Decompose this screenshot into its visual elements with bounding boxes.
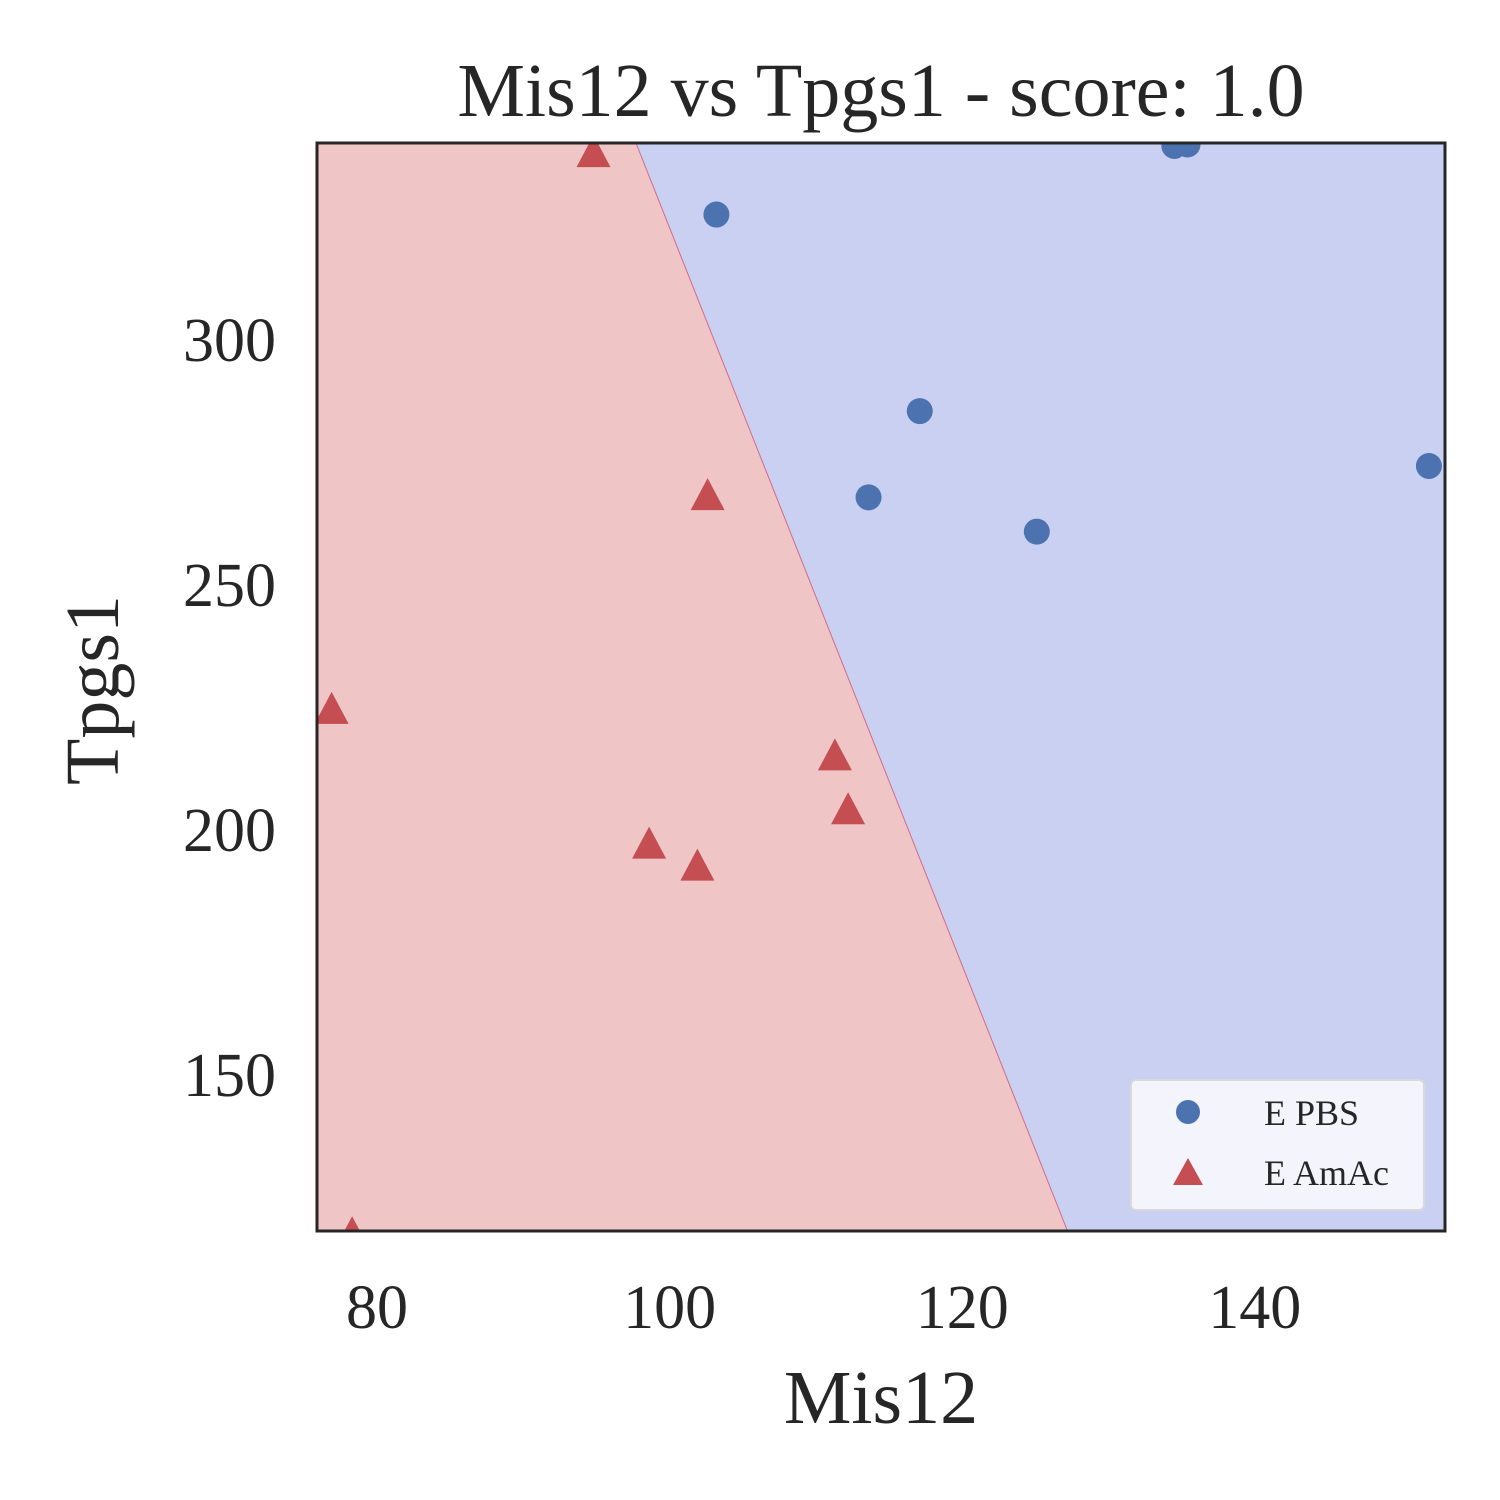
- x-tick-label-120: 120: [916, 1274, 1009, 1342]
- legend-marker-e-amac: [1173, 1158, 1203, 1185]
- data-point-e-amac-7: [680, 848, 715, 881]
- y-tick-label-250: 250: [183, 552, 276, 620]
- legend-box: [1130, 1079, 1425, 1211]
- data-point-e-pbs-2: [906, 398, 933, 425]
- x-axis-label: Mis12: [784, 1356, 978, 1440]
- data-point-e-pbs-1: [703, 201, 730, 228]
- y-axis-label: Tpgs1: [51, 595, 135, 785]
- decision-region-e-pbs: [635, 143, 1445, 1231]
- data-point-e-amac-2: [690, 478, 725, 511]
- data-point-e-amac-6: [632, 826, 667, 859]
- y-tick-label-300: 300: [183, 307, 276, 375]
- plot-frame: [315, 141, 1447, 1233]
- x-axis-ticks: 80 100 120 140: [346, 1274, 1301, 1342]
- y-tick-label-200: 200: [183, 797, 276, 865]
- data-points: [317, 143, 1442, 1231]
- legend: E PBS E AmAc: [1130, 1079, 1425, 1211]
- data-point-e-pbs-4: [1023, 518, 1050, 545]
- x-tick-label-140: 140: [1208, 1274, 1301, 1342]
- x-tick-label-100: 100: [623, 1274, 716, 1342]
- legend-label-e-pbs: E PBS: [1264, 1093, 1359, 1133]
- legend-label-e-amac: E AmAc: [1264, 1153, 1389, 1193]
- data-point-e-amac-1: [576, 143, 611, 168]
- data-point-e-pbs-3: [855, 484, 882, 511]
- y-tick-label-150: 150: [183, 1042, 276, 1110]
- y-axis-ticks: 150 200 250 300: [183, 307, 276, 1110]
- data-point-e-amac-3: [317, 691, 349, 724]
- data-point-e-amac-4: [817, 738, 852, 771]
- data-point-e-amac-5: [831, 792, 866, 825]
- decision-region-e-amac: [317, 143, 1068, 1231]
- x-tick-label-80: 80: [346, 1274, 408, 1342]
- chart-title: Mis12 vs Tpgs1 - score: 1.0: [457, 49, 1304, 133]
- decision-boundary-line: [635, 143, 1069, 1231]
- data-point-e-amac-8: [344, 1216, 360, 1231]
- data-point-e-pbs-5: [1415, 452, 1442, 479]
- legend-marker-e-pbs: [1176, 1100, 1200, 1124]
- data-point-e-pbs-7: [1174, 143, 1201, 158]
